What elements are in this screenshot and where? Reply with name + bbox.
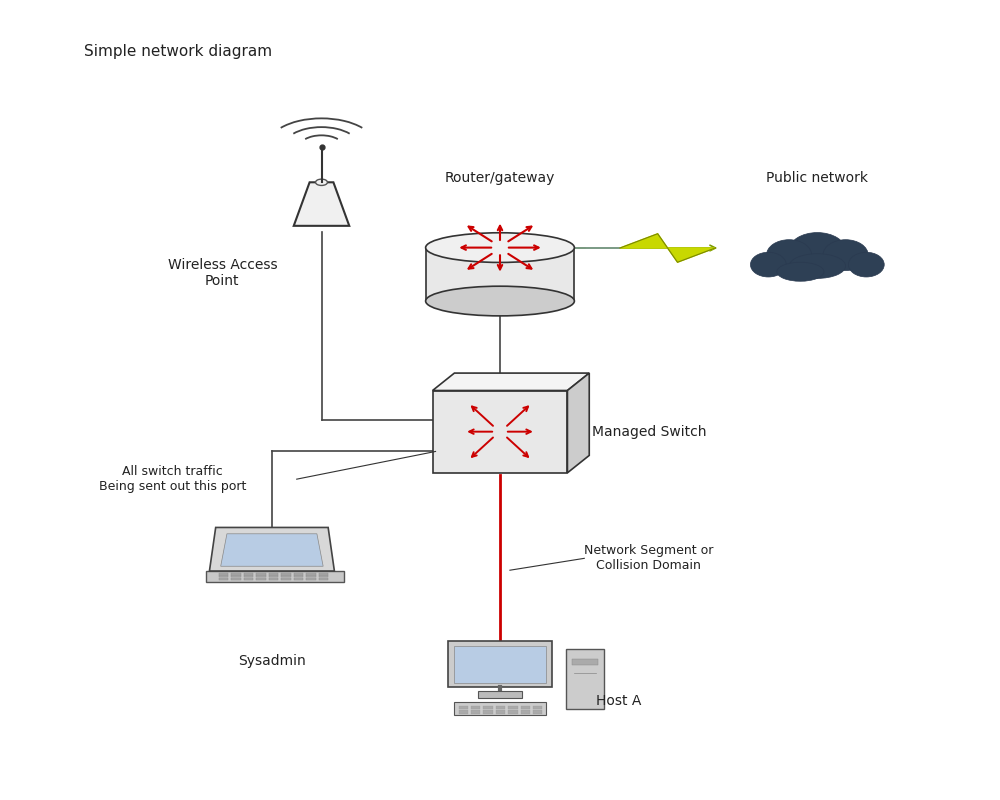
Bar (219, 578, 228, 580)
Text: All switch traffic
Being sent out this port: All switch traffic Being sent out this p… (99, 465, 246, 493)
Bar (256, 578, 266, 580)
Ellipse shape (823, 240, 868, 270)
Polygon shape (294, 182, 349, 226)
Text: Sysadmin: Sysadmin (238, 654, 306, 668)
Text: Router/gateway: Router/gateway (445, 171, 555, 186)
Bar (269, 573, 278, 575)
Bar (244, 573, 253, 575)
Bar (533, 706, 542, 709)
Bar (231, 578, 241, 580)
Bar (294, 575, 303, 578)
Polygon shape (567, 373, 589, 473)
Bar (294, 573, 303, 575)
Ellipse shape (789, 233, 846, 268)
Polygon shape (221, 534, 323, 566)
Bar (269, 578, 278, 580)
Bar (521, 710, 530, 714)
Bar (459, 706, 468, 709)
Text: Simple network diagram: Simple network diagram (84, 44, 272, 59)
Ellipse shape (750, 252, 786, 277)
Text: Managed Switch: Managed Switch (592, 425, 706, 438)
Bar (319, 573, 328, 575)
Bar (533, 710, 542, 714)
Bar (471, 710, 480, 714)
Bar (256, 573, 266, 575)
Ellipse shape (789, 254, 846, 278)
Bar (281, 575, 291, 578)
Bar (454, 646, 546, 682)
Text: Network Segment or
Collision Domain: Network Segment or Collision Domain (584, 544, 713, 572)
Bar (306, 578, 316, 580)
Bar (281, 573, 291, 575)
Bar (306, 575, 316, 578)
Bar (244, 575, 253, 578)
Polygon shape (206, 571, 344, 582)
Bar (256, 575, 266, 578)
Ellipse shape (848, 252, 884, 277)
Bar (508, 706, 518, 709)
Bar (319, 578, 328, 580)
Bar (454, 702, 546, 715)
Bar (448, 641, 552, 686)
Ellipse shape (777, 262, 824, 282)
Text: Public network: Public network (766, 171, 868, 186)
Bar (319, 575, 328, 578)
Ellipse shape (426, 286, 574, 316)
Bar (219, 575, 228, 578)
Bar (269, 575, 278, 578)
Bar (566, 650, 604, 709)
Polygon shape (433, 373, 589, 390)
Bar (244, 578, 253, 580)
Polygon shape (620, 234, 715, 262)
Bar (496, 710, 505, 714)
Bar (281, 578, 291, 580)
Bar (306, 573, 316, 575)
Text: Host A: Host A (596, 694, 642, 708)
Text: Wireless Access
Point: Wireless Access Point (168, 258, 277, 289)
Polygon shape (433, 390, 567, 473)
Polygon shape (209, 527, 334, 571)
Bar (231, 573, 241, 575)
Bar (459, 710, 468, 714)
Bar (521, 706, 530, 709)
Bar (483, 706, 493, 709)
Bar (219, 573, 228, 575)
Bar (426, 248, 574, 301)
Bar (508, 710, 518, 714)
Bar (471, 706, 480, 709)
Bar (483, 710, 493, 714)
Bar (294, 578, 303, 580)
Bar (478, 691, 522, 698)
Ellipse shape (426, 233, 574, 262)
Bar (496, 706, 505, 709)
Bar (572, 659, 598, 666)
Bar (231, 575, 241, 578)
Ellipse shape (316, 179, 327, 186)
Ellipse shape (766, 240, 812, 270)
